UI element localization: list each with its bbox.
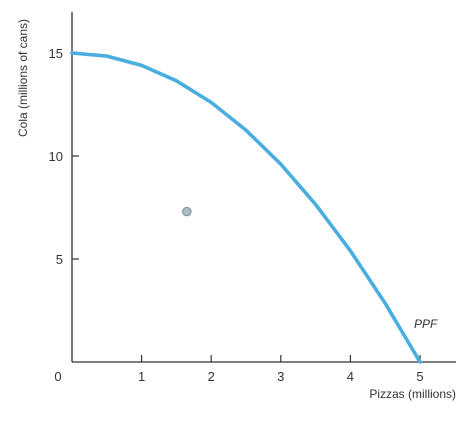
x-ticks: 1 2 3 4 5 [138,355,424,384]
x-tick-label: 5 [416,369,423,384]
x-tick-label: 4 [347,369,354,384]
y-tick-label: 10 [49,149,63,164]
y-tick-label: 15 [49,46,63,61]
ppf-curve-label: PPF [414,317,438,331]
ppf-curve [70,51,422,364]
series-layer [70,51,422,364]
points-layer [182,206,192,217]
origin-label: 0 [54,369,61,384]
y-ticks: 5 10 15 [49,46,79,267]
y-tick-label: 5 [56,252,63,267]
axes [71,12,456,363]
x-tick-label: 2 [208,369,215,384]
data-point [182,206,192,217]
x-tick-label: 1 [138,369,145,384]
y-axis-label: Cola (millions of cans) [16,19,30,137]
x-axis-label: Pizzas (millions) [369,387,456,401]
x-tick-label: 3 [277,369,284,384]
